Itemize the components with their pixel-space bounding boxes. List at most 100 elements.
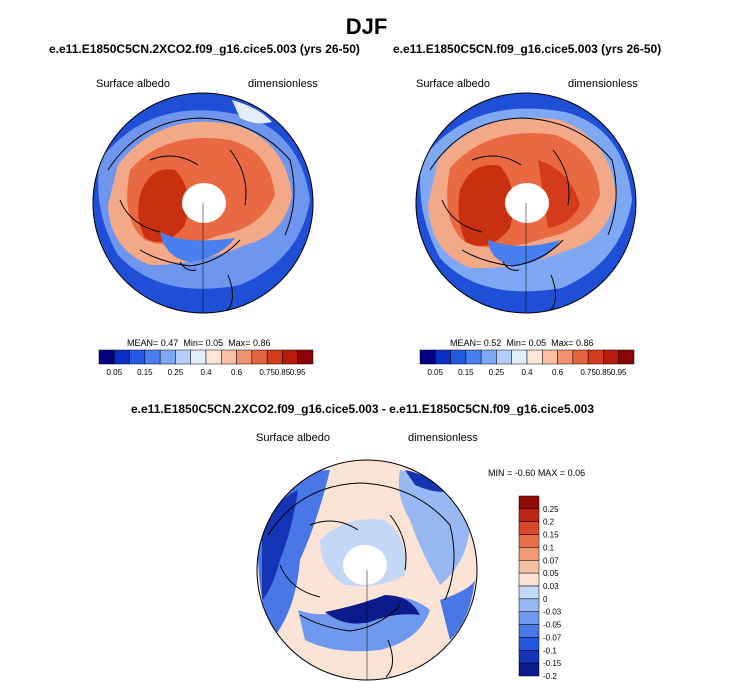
panel-3-colorbar-swatch <box>518 534 540 548</box>
panel-1-colorbar-swatch <box>282 349 298 365</box>
panel-2-colorbar-tick-label: 0.95 <box>611 368 627 377</box>
panel-1-colorbar-swatch <box>297 349 314 365</box>
panel-2-max-label: Max= <box>551 338 574 348</box>
panel-3-max-label: MAX = <box>537 468 566 478</box>
panel-3-colorbar: 0.25 0.2 0.15 0.1 0.07 0.05 0.03 0 -0.03 -0.05 -0.… <box>518 495 562 681</box>
panel-3-min-label: MIN = <box>488 468 513 478</box>
panel-2-map <box>416 93 636 313</box>
panel-2-colorbar-swatch <box>419 349 436 365</box>
panel-2-colorbar-swatch <box>511 349 528 365</box>
panel-1-colorbar-tick-label: 0.6 <box>231 368 243 377</box>
panel-3-units-label: dimensionless <box>408 432 478 444</box>
panel-2-colorbar-swatch <box>572 349 589 365</box>
panel-2-colorbar-swatch <box>587 349 604 365</box>
panel-3-colorbar-tick-label: -0.03 <box>543 608 562 617</box>
panel-3-colorbar-tick-label: -0.07 <box>543 633 562 642</box>
panel-3-stats: MIN = -0.60 MAX = 0.06 <box>488 468 585 478</box>
panel-1-colorbar-tick-label: 0.95 <box>290 368 306 377</box>
panel-2-colorbar-swatch <box>618 349 635 365</box>
panel-2-min-value: 0.05 <box>528 338 547 348</box>
panel-2-colorbar-tick-label: 0.85 <box>596 368 612 377</box>
panel-1-colorbar-swatch <box>236 349 253 365</box>
panel-2-colorbar-swatch <box>557 349 574 365</box>
panel-1-colorbar-swatch <box>129 349 146 365</box>
panel-3-colorbar-swatch <box>518 521 540 535</box>
panel-1-colorbar-swatch <box>159 349 176 365</box>
panel-3-title: e.e11.E1850C5CN.2XCO2.f09_g16.cice5.003 … <box>131 402 594 416</box>
panel-1-colorbar-swatch <box>266 349 283 365</box>
panel-3-colorbar-tick-label: -0.15 <box>543 659 562 668</box>
panel-2-colorbar-tick-label: 0.25 <box>489 368 505 377</box>
panel-3-colorbar-tick-label: 0.03 <box>543 582 559 591</box>
panel-1-mean-value: 0.47 <box>160 338 179 348</box>
panel-3-colorbar-tick-label: 0.05 <box>543 569 559 578</box>
panel-1-max-label: Max= <box>228 338 251 348</box>
panel-2-colorbar-swatch <box>450 349 467 365</box>
panel-1-land-outline <box>107 117 295 313</box>
panel-3-map <box>257 460 477 680</box>
panel-2-min-label: Min= <box>506 338 527 348</box>
panel-3-colorbar-tick-label: 0.2 <box>543 518 555 527</box>
panel-3-colorbar-tick-label: 0.07 <box>543 556 559 565</box>
panel-3-variable-label: Surface albedo <box>256 432 330 444</box>
panel-3-colorbar-tick-label: 0.1 <box>543 543 555 552</box>
panel-3-colorbar-swatch <box>518 572 540 587</box>
panel-1-colorbar-swatch <box>98 349 115 365</box>
panel-3-max-value: 0.06 <box>567 468 586 478</box>
panel-2-colorbar-tick-label: 0.75 <box>580 368 596 377</box>
panel-3-colorbar-tick-label: -0.05 <box>543 621 562 630</box>
panel-3-land-outline <box>267 482 455 680</box>
panel-3-colorbar-tick-label: 0.25 <box>543 505 559 514</box>
panel-3-colorbar-swatch <box>518 662 540 677</box>
panel-2-max-value: 0.86 <box>575 338 594 348</box>
panel-2-mean-label: MEAN= <box>450 338 482 348</box>
panel-2-colorbar-tick-label: 0.6 <box>552 368 564 377</box>
panel-2-colorbar-swatch <box>603 349 619 365</box>
panel-1-colorbar-swatch <box>144 349 161 365</box>
panel-3-colorbar-swatch <box>518 495 540 510</box>
panel-3-colorbar-tick-label: 0.15 <box>543 531 559 540</box>
panel-3-colorbar-tick-label: 0 <box>543 595 548 604</box>
panel-1-colorbar-swatch <box>190 349 207 365</box>
panel-2-variable-label: Surface albedo <box>416 78 490 90</box>
panel-1-colorbar-tick-label: 0.4 <box>200 368 212 377</box>
panel-1-mean-label: MEAN= <box>127 338 159 348</box>
panel-2-units-label: dimensionless <box>568 78 638 90</box>
panel-3-colorbar-swatch <box>518 508 540 522</box>
panel-1-min-value: 0.05 <box>205 338 224 348</box>
panel-3-colorbar-swatch <box>518 624 540 638</box>
panel-1-colorbar-tick-label: 0.05 <box>106 368 122 377</box>
panel-1-stats: MEAN= 0.47 Min= 0.05 Max= 0.86 <box>127 338 270 348</box>
panel-1-max-value: 0.86 <box>252 338 271 348</box>
panel-1-colorbar-swatch <box>221 349 237 365</box>
panel-1-colorbar-swatch <box>114 349 130 365</box>
panel-1-colorbar-tick-label: 0.25 <box>168 368 184 377</box>
panel-1-colorbar-swatch <box>251 349 268 365</box>
panel-2-colorbar-swatch <box>496 349 512 365</box>
panel-3-min-value: -0.60 <box>514 468 536 478</box>
panel-1-colorbar-swatch <box>205 349 222 365</box>
panel-3-colorbar-tick-label: -0.1 <box>543 646 557 655</box>
panel-1-variable-label: Surface albedo <box>96 78 170 90</box>
panel-2-colorbar-swatch <box>526 349 543 365</box>
panel-1-colorbar-tick-label: 0.15 <box>137 368 153 377</box>
panel-1-title: e.e11.E1850C5CN.2XCO2.f09_g16.cice5.003 … <box>49 42 360 56</box>
panel-1-colorbar-swatch <box>175 349 191 365</box>
panel-2-colorbar-swatch <box>465 349 482 365</box>
season-title: DJF <box>345 14 388 39</box>
panel-1-min-label: Min= <box>183 338 204 348</box>
panel-2-colorbar: 0.05 0.15 0.25 0.4 0.6 0.75 0.85 0.95 <box>419 349 635 377</box>
panel-2-colorbar-tick-label: 0.4 <box>521 368 533 377</box>
panel-3-colorbar-swatch <box>518 547 540 561</box>
panel-1-colorbar-tick-label: 0.75 <box>259 368 275 377</box>
panel-2-land-outline <box>429 117 617 313</box>
panel-3-colorbar-swatch <box>518 637 540 651</box>
panel-1-units-label: dimensionless <box>248 78 318 90</box>
panel-2-colorbar-swatch <box>542 349 558 365</box>
panel-1-colorbar-tick-label: 0.85 <box>275 368 291 377</box>
panel-1-colorbar: 0.05 0.15 0.25 0.4 0.6 0.75 0.85 0.95 <box>98 349 314 377</box>
panel-2-colorbar-tick-label: 0.05 <box>427 368 443 377</box>
panel-2-colorbar-swatch <box>435 349 451 365</box>
panel-2-title: e.e11.E1850C5CN.f09_g16.cice5.003 (yrs 2… <box>393 42 662 56</box>
